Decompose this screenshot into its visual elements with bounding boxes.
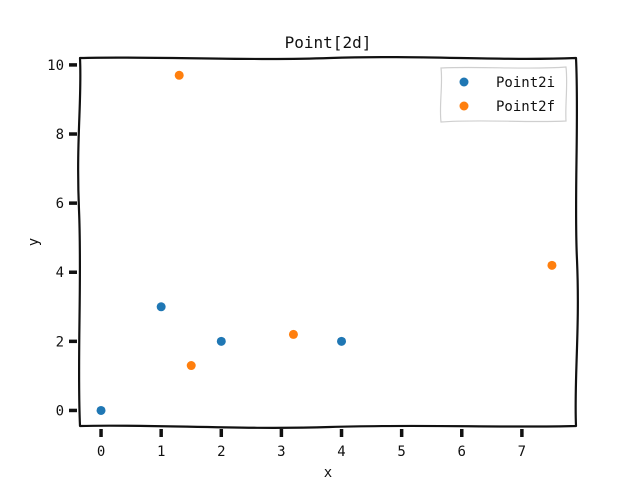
x-tick-label: 1: [157, 444, 165, 460]
x-tick-label: 3: [277, 444, 285, 460]
x-axis-label: x: [324, 465, 332, 480]
legend-box: [439, 66, 568, 123]
data-point: [156, 302, 166, 312]
x-tick-label: 0: [97, 444, 105, 460]
y-tick-label: 4: [56, 265, 64, 281]
plot-frame: [77, 56, 579, 429]
data-points: [96, 70, 557, 415]
x-tick-label: 4: [337, 444, 345, 460]
x-tick-label: 2: [217, 444, 225, 460]
x-tick-label: 6: [458, 444, 466, 460]
axes: 0 1 2 3 4 5 6 7 0 2 4 6 8 10: [47, 58, 526, 460]
data-point: [547, 260, 557, 270]
y-axis-label: y: [26, 238, 42, 246]
legend: Point2i Point2f: [439, 66, 568, 123]
y-tick-label: 6: [56, 196, 64, 212]
legend-label: Point2i: [496, 75, 555, 91]
legend-marker: [459, 101, 469, 111]
y-tick-label: 2: [56, 334, 64, 350]
data-point: [337, 336, 347, 346]
y-tick-label: 10: [47, 58, 64, 74]
x-tick-label: 5: [397, 444, 405, 460]
chart-title: Point[2d]: [285, 33, 372, 52]
x-tick-label: 7: [518, 444, 526, 460]
data-point: [96, 405, 106, 415]
data-point: [288, 329, 298, 339]
legend-label: Point2f: [496, 99, 555, 115]
legend-marker: [459, 77, 469, 87]
data-point: [216, 336, 226, 346]
y-tick-label: 8: [56, 127, 64, 143]
data-point: [186, 361, 196, 371]
y-tick-label: 0: [56, 403, 64, 419]
data-point: [174, 70, 184, 80]
